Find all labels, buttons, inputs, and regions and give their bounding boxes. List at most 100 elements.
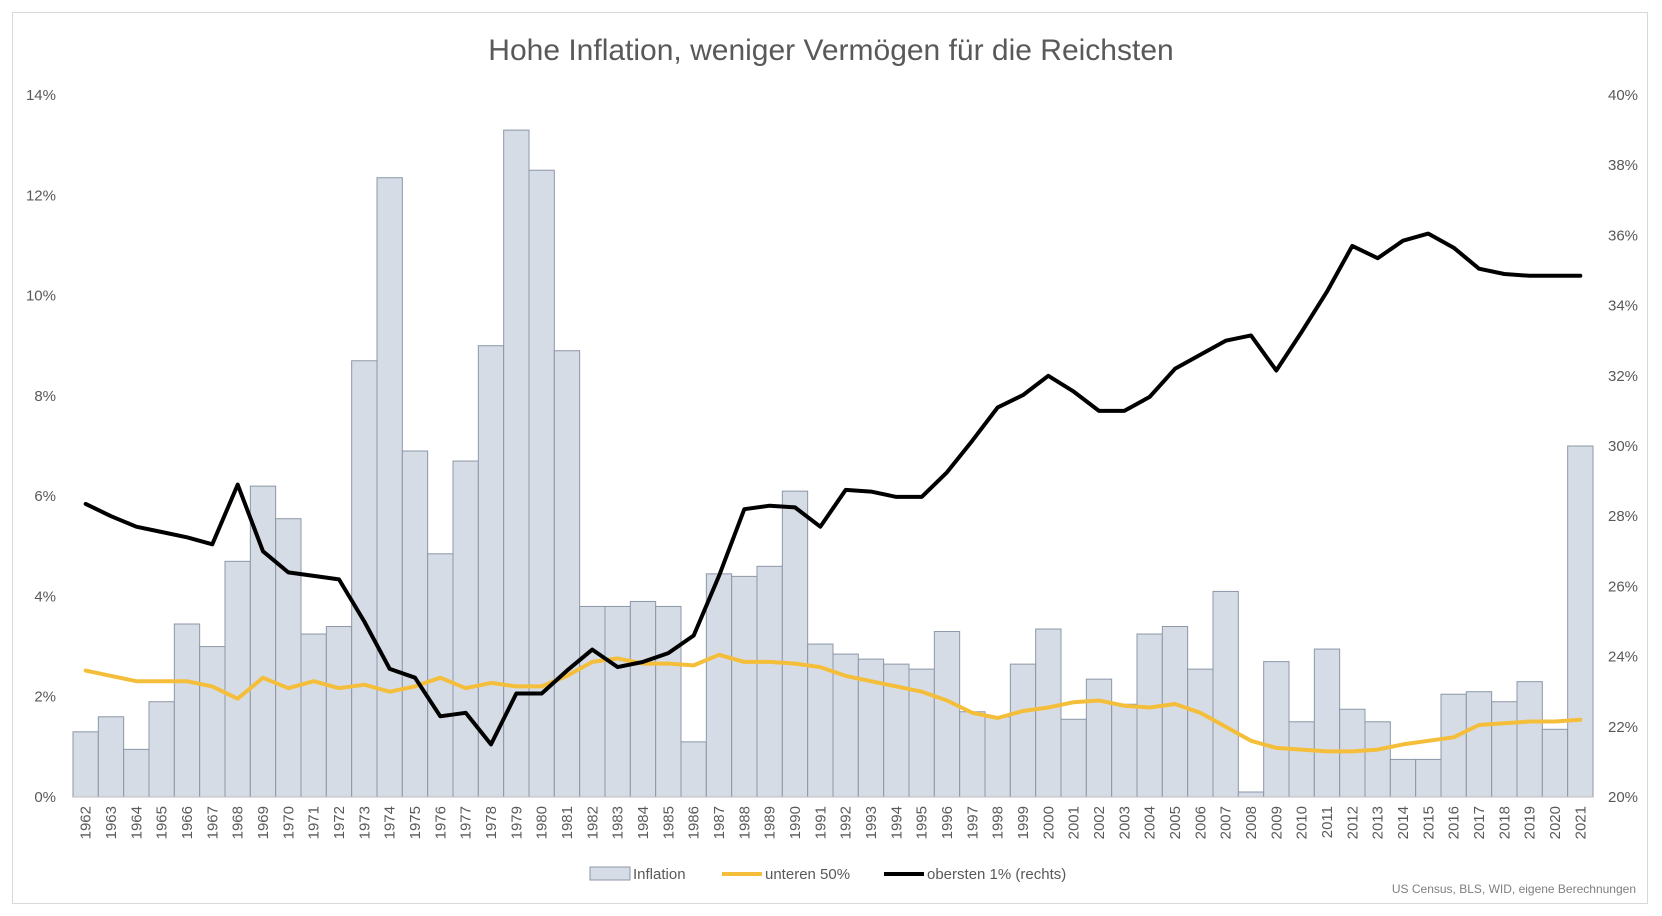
inflation-bar bbox=[553, 350, 581, 798]
x-tick-label: 1981 bbox=[559, 806, 576, 839]
source-note: US Census, BLS, WID, eigene Berechnungen bbox=[1392, 882, 1636, 896]
left-tick-label: 4% bbox=[34, 588, 56, 605]
x-tick-label: 1971 bbox=[306, 806, 323, 839]
x-tick-label: 1989 bbox=[762, 806, 779, 839]
x-tick-label: 1997 bbox=[964, 806, 981, 839]
legend: Inflation unteren 50% obersten 1% (rechts) bbox=[589, 866, 1066, 883]
x-tick-label: 1984 bbox=[635, 806, 652, 839]
inflation-bar bbox=[1389, 758, 1417, 798]
inflation-bar bbox=[984, 716, 1011, 798]
left-tick-label: 0% bbox=[34, 789, 56, 806]
x-tick-label: 2010 bbox=[1294, 806, 1311, 839]
x-tick-label: 1970 bbox=[280, 806, 297, 839]
x-tick-label: 2006 bbox=[1192, 806, 1209, 839]
inflation-bar bbox=[325, 626, 353, 798]
x-tick-label: 1982 bbox=[584, 806, 601, 839]
right-tick-label: 38% bbox=[1608, 157, 1638, 174]
inflation-bar bbox=[452, 460, 479, 798]
x-tick-label: 1976 bbox=[432, 806, 449, 839]
inflation-bar bbox=[1111, 703, 1138, 798]
x-tick-label: 1973 bbox=[356, 806, 373, 839]
x-tick-label: 1979 bbox=[508, 806, 525, 839]
right-tick-label: 22% bbox=[1608, 719, 1638, 736]
x-tick-label: 2016 bbox=[1446, 806, 1463, 839]
inflation-bar bbox=[933, 631, 961, 798]
right-tick-label: 40% bbox=[1608, 87, 1638, 104]
inflation-bar bbox=[781, 490, 809, 798]
inflation-bar bbox=[680, 741, 707, 798]
x-tick-label: 1965 bbox=[154, 806, 171, 839]
right-tick-label: 34% bbox=[1608, 298, 1638, 315]
line-obersten-1 bbox=[83, 231, 1583, 747]
legend-unteren-50-label: unteren 50% bbox=[765, 866, 850, 883]
x-tick-label: 1972 bbox=[331, 806, 348, 839]
inflation-bar bbox=[427, 553, 454, 798]
inflation-bar bbox=[705, 573, 733, 798]
inflation-bar bbox=[1567, 445, 1594, 798]
x-axis-labels: 1962 1963 1964 1965 1966 1967 1968 1969 1970 1971… bbox=[78, 806, 1590, 839]
inflation-bar bbox=[731, 575, 758, 798]
x-tick-label: 2015 bbox=[1420, 806, 1437, 839]
inflation-bar bbox=[300, 633, 327, 798]
right-axis: 20% 22% 24% 26% 28% 30% 32% 34% 36% 38% 40% bbox=[1608, 87, 1638, 806]
inflation-bar bbox=[148, 701, 175, 798]
inflation-bar bbox=[629, 600, 657, 798]
x-tick-label: 2000 bbox=[1040, 806, 1057, 839]
x-tick-label: 2009 bbox=[1268, 806, 1285, 839]
x-tick-label: 2001 bbox=[1066, 806, 1083, 839]
inflation-bars bbox=[72, 129, 1594, 798]
x-tick-label: 1962 bbox=[78, 806, 95, 839]
x-tick-label: 2003 bbox=[1116, 806, 1133, 839]
left-tick-label: 2% bbox=[34, 689, 56, 706]
x-tick-label: 2004 bbox=[1142, 806, 1159, 839]
x-tick-label: 1966 bbox=[179, 806, 196, 839]
inflation-bar bbox=[173, 623, 201, 798]
x-tick-label: 2005 bbox=[1167, 806, 1184, 839]
legend-inflation-label: Inflation bbox=[633, 866, 686, 883]
right-tick-label: 30% bbox=[1608, 438, 1638, 455]
inflation-bar bbox=[1237, 791, 1265, 798]
inflation-bar bbox=[97, 716, 125, 798]
x-tick-label: 1964 bbox=[128, 806, 145, 839]
series-lines bbox=[83, 231, 1583, 754]
x-tick-label: 1983 bbox=[610, 806, 627, 839]
inflation-bar bbox=[1491, 701, 1518, 798]
inflation-bar bbox=[1516, 681, 1543, 798]
inflation-bar bbox=[351, 360, 378, 798]
inflation-bar bbox=[1263, 661, 1290, 798]
right-tick-label: 20% bbox=[1608, 789, 1638, 806]
x-tick-label: 1975 bbox=[407, 806, 424, 839]
x-tick-label: 1999 bbox=[1015, 806, 1032, 839]
left-tick-label: 10% bbox=[26, 288, 56, 305]
x-tick-label: 1985 bbox=[660, 806, 677, 839]
right-tick-label: 32% bbox=[1608, 368, 1638, 385]
inflation-bar bbox=[1161, 626, 1189, 798]
x-tick-label: 1990 bbox=[787, 806, 804, 839]
inflation-bar bbox=[1288, 721, 1315, 798]
right-tick-label: 24% bbox=[1608, 649, 1638, 666]
x-tick-label: 2007 bbox=[1218, 806, 1235, 839]
left-tick-label: 6% bbox=[34, 488, 56, 505]
x-tick-label: 2008 bbox=[1243, 806, 1260, 839]
inflation-bar bbox=[655, 605, 682, 798]
x-tick-label: 1968 bbox=[230, 806, 247, 839]
line-unteren-50 bbox=[83, 652, 1583, 754]
x-tick-label: 1988 bbox=[736, 806, 753, 839]
x-tick-label: 1974 bbox=[382, 806, 399, 839]
x-tick-label: 2012 bbox=[1344, 806, 1361, 839]
inflation-bar bbox=[401, 450, 429, 798]
inflation-bar bbox=[376, 177, 403, 798]
left-tick-label: 14% bbox=[26, 87, 56, 104]
inflation-bar bbox=[1136, 633, 1163, 798]
inflation-bar bbox=[1364, 721, 1391, 798]
x-tick-label: 2002 bbox=[1091, 806, 1108, 839]
inflation-bar bbox=[1313, 648, 1341, 798]
inflation-bar bbox=[477, 345, 505, 798]
left-tick-label: 12% bbox=[26, 187, 56, 204]
x-tick-label: 2014 bbox=[1395, 806, 1412, 839]
x-tick-label: 1986 bbox=[686, 806, 703, 839]
x-tick-label: 2018 bbox=[1496, 806, 1513, 839]
inflation-bar bbox=[1009, 663, 1037, 798]
inflation-bar bbox=[123, 748, 150, 798]
